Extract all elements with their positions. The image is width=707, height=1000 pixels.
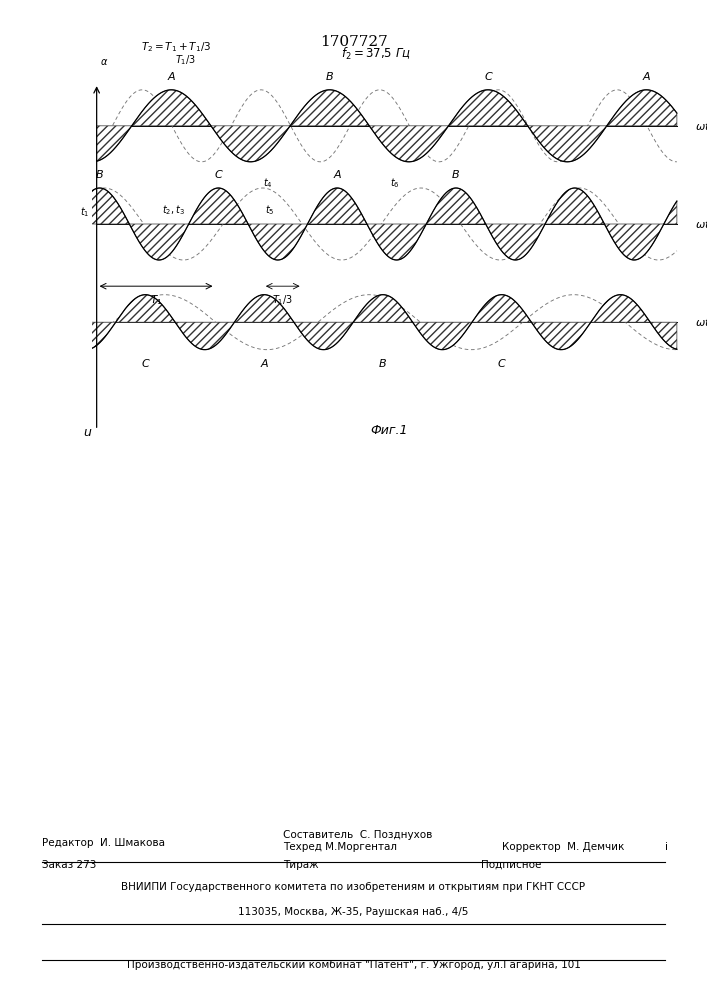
Polygon shape [211,126,290,162]
Polygon shape [132,90,211,126]
Text: Тираж: Тираж [283,860,318,870]
Polygon shape [532,322,591,350]
Text: C: C [141,359,149,369]
Text: Подписное: Подписное [481,860,541,870]
Text: $t_6$: $t_6$ [390,176,399,190]
Text: $T_1/3$: $T_1/3$ [175,53,197,67]
Polygon shape [426,188,486,224]
Polygon shape [664,201,677,224]
Polygon shape [527,126,607,162]
Text: $t_5$: $t_5$ [265,204,275,217]
Text: Заказ 273: Заказ 273 [42,860,97,870]
Polygon shape [604,224,664,260]
Polygon shape [354,295,413,322]
Text: 1707727: 1707727 [320,35,387,49]
Polygon shape [129,224,189,260]
Text: A: A [643,72,650,82]
Polygon shape [486,224,545,260]
Polygon shape [290,90,369,126]
Text: $\omega t$: $\omega t$ [695,316,707,328]
Polygon shape [79,322,116,350]
Text: Производственно-издательский комбинат "Патент", г. Ужгород, ул.Гагарина, 101: Производственно-издательский комбинат "П… [127,960,580,970]
Text: i: i [665,842,668,852]
Text: $f_2=37{,}5$ Гц: $f_2=37{,}5$ Гц [341,46,411,62]
Text: B: B [326,72,334,82]
Text: $T_1$: $T_1$ [150,293,162,307]
Text: $T_1/3$: $T_1/3$ [272,293,293,307]
Polygon shape [413,322,472,350]
Polygon shape [650,322,677,349]
Polygon shape [545,188,604,224]
Polygon shape [175,322,235,350]
Text: $T_2=T_1+T_1/3$: $T_2=T_1+T_1/3$ [141,40,211,54]
Text: B: B [96,170,103,180]
Polygon shape [248,224,308,260]
Text: $\omega t$: $\omega t$ [695,120,707,132]
Polygon shape [607,90,677,126]
Text: $\alpha$: $\alpha$ [100,57,109,67]
Text: Составитель  С. Позднухов: Составитель С. Позднухов [283,830,432,840]
Text: $t_4$: $t_4$ [263,176,273,190]
Text: Корректор  М. Демчик: Корректор М. Демчик [502,842,624,852]
Text: $\omega t$: $\omega t$ [695,218,707,230]
Polygon shape [369,126,448,162]
Text: $t_1$: $t_1$ [80,205,90,219]
Polygon shape [591,295,650,322]
Polygon shape [116,295,175,322]
Text: C: C [214,170,222,180]
Polygon shape [308,188,367,224]
Text: B: B [452,170,460,180]
Text: C: C [484,72,492,82]
Text: $u$: $u$ [83,426,93,439]
Polygon shape [235,295,294,322]
Text: B: B [379,359,387,369]
Text: Фиг.1: Фиг.1 [370,424,408,437]
Text: A: A [334,170,341,180]
Text: $t_2,t_3$: $t_2,t_3$ [162,204,185,217]
Polygon shape [472,295,532,322]
Polygon shape [189,188,248,224]
Text: Техред М.Моргентал: Техред М.Моргентал [283,842,397,852]
Polygon shape [97,126,132,161]
Text: C: C [498,359,506,369]
Text: A: A [260,359,268,369]
Polygon shape [88,188,129,224]
Polygon shape [448,90,527,126]
Polygon shape [367,224,426,260]
Text: ВНИИПИ Государственного комитета по изобретениям и открытиям при ГКНТ СССР: ВНИИПИ Государственного комитета по изоб… [122,882,585,892]
Text: 113035, Москва, Ж-35, Раушская наб., 4/5: 113035, Москва, Ж-35, Раушская наб., 4/5 [238,907,469,917]
Text: A: A [168,72,175,82]
Polygon shape [294,322,354,350]
Text: Редактор  И. Шмакова: Редактор И. Шмакова [42,838,165,848]
